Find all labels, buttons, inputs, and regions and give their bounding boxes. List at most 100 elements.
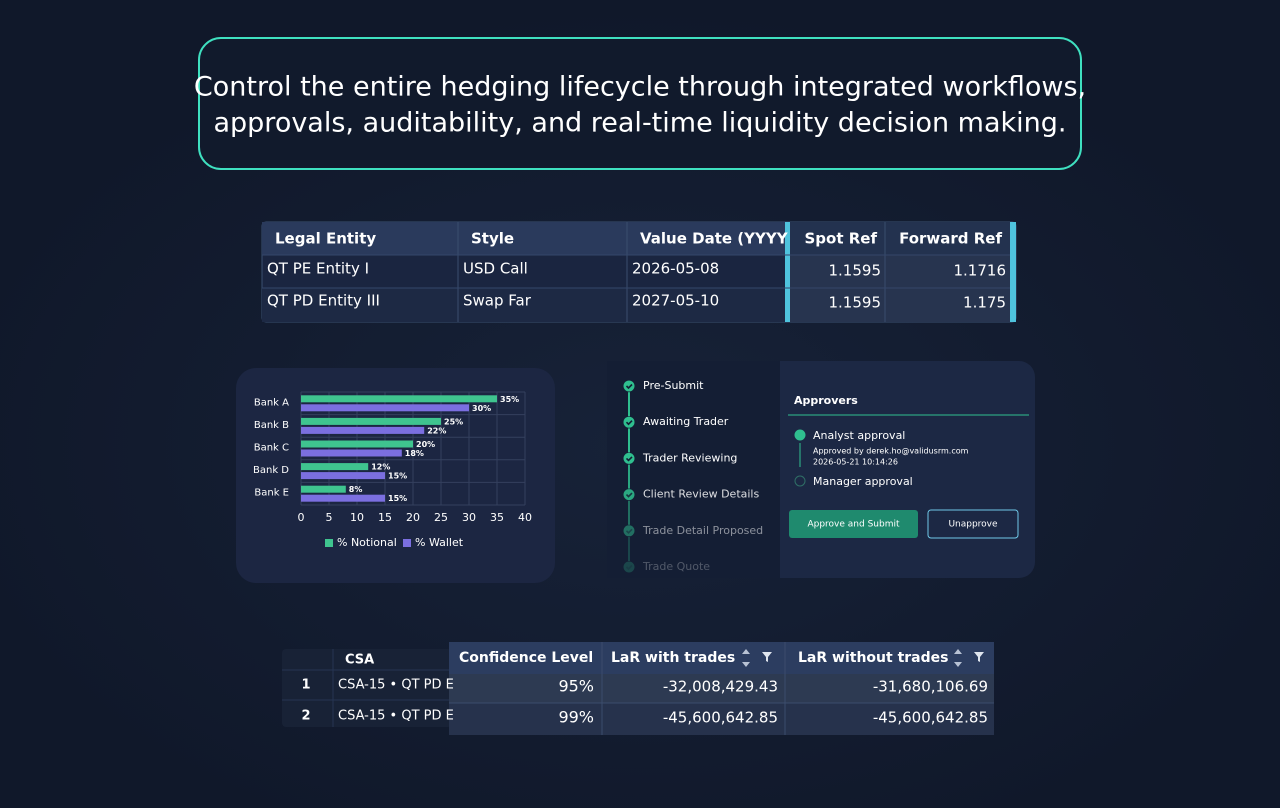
column-header: Confidence Level [459,650,593,666]
column-header: LaR with trades [611,650,735,666]
legend-label: % Notional [337,536,397,549]
headline-line: approvals, auditability, and real-time l… [213,108,1066,139]
x-tick-label: 20 [406,511,420,524]
column-header: Spot Ref [805,230,878,248]
table-cell: -45,600,642.85 [873,709,988,727]
table-header [449,642,994,674]
table-cell: 1.1595 [829,262,882,280]
x-tick-label: 25 [434,511,448,524]
value-label: 15% [388,472,407,481]
table-cell: 2027-05-10 [632,292,719,310]
column-header: Value Date (YYYY [640,230,789,248]
filter-icon[interactable] [762,652,772,662]
column-header: LaR without trades [798,650,948,666]
sort-icon[interactable] [954,649,962,667]
legend-swatch [325,539,333,547]
value-label: 20% [416,440,435,449]
value-label: 22% [427,426,446,435]
check-icon [625,492,633,498]
legend-label: % Wallet [415,536,464,549]
bar [301,449,402,457]
back-table [282,649,452,727]
unapprove-button[interactable] [927,509,1019,539]
table-cell: 1.1595 [829,294,882,312]
y-tick-label: Bank A [254,397,289,408]
table-cell: CSA-15 • QT PD E [338,709,454,724]
bar [301,404,469,412]
step-label: Pre-Submit [643,379,704,392]
approver-label: Analyst approval [813,429,905,442]
x-tick-label: 30 [462,511,476,524]
unapprove-button-label[interactable]: Unapprove [948,520,998,530]
value-label: 25% [444,417,463,426]
step-check [623,561,635,573]
filter-icon[interactable] [974,652,984,662]
steps-panel [607,361,780,578]
approvers-title: Approvers [794,394,858,407]
x-tick-label: 10 [350,511,364,524]
legend-swatch [403,539,411,547]
pending-check [794,475,806,487]
table-cell: 2026-05-08 [632,260,719,278]
approve-button-label[interactable]: Approve and Submit [807,520,900,530]
bar [301,417,441,425]
pin-divider [785,222,790,322]
table-cell: 95% [558,677,594,696]
headline-box [198,37,1082,170]
x-tick-label: 0 [298,511,305,524]
value-label: 15% [388,494,407,503]
approve-button[interactable] [789,510,918,538]
approved-check [794,429,806,441]
x-tick-label: 40 [518,511,532,524]
step-label: Client Review Details [643,488,759,501]
step-label: Trader Reviewing [642,451,737,464]
table-cell: -45,600,642.85 [663,709,778,727]
column-header: CSA [345,653,374,668]
value-label: 30% [472,404,491,413]
column-header: Style [471,230,514,248]
bar [301,472,385,480]
y-tick-label: Bank D [253,465,289,476]
table-cell: QT PE Entity I [267,260,369,278]
check-icon [625,420,633,426]
table-cell: 1.175 [963,294,1006,312]
bar [301,494,385,502]
step-label: Trade Quote [642,560,710,573]
sort-icon[interactable] [742,649,750,667]
step-check [623,380,635,392]
column-header: Forward Ref [899,230,1002,248]
y-tick-label: Bank C [254,443,289,454]
bar [301,426,425,434]
check-icon [625,383,633,390]
step-check [623,525,635,537]
y-tick-label: Bank E [254,488,289,499]
row-index: 2 [301,709,310,724]
value-label: 12% [371,463,390,472]
table-header [790,222,1010,255]
y-tick-label: Bank B [254,420,289,431]
value-label: 35% [500,395,519,404]
bar [301,395,497,403]
table-cell: CSA-15 • QT PD E [338,678,454,693]
table-cell: QT PD Entity III [267,292,380,310]
bar [301,485,346,493]
step-label: Trade Detail Proposed [642,524,763,537]
bar [301,440,413,448]
table-row [262,288,785,322]
table-cell: Swap Far [463,292,532,310]
approval-detail: Approved by derek.ho@validusrm.com [813,447,969,456]
column-header: Legal Entity [275,230,376,248]
value-label: 18% [405,449,424,458]
table-cell: -31,680,106.69 [873,678,988,696]
bar [301,463,369,471]
check-icon [625,564,633,571]
value-label: 8% [349,485,363,494]
approver-label: Manager approval [813,475,913,488]
step-label: Awaiting Trader [643,415,729,428]
headline-line: Control the entire hedging lifecycle thr… [194,72,1086,103]
row-index: 1 [301,678,310,693]
pin-divider [1010,222,1016,322]
table-cell: -32,008,429.43 [663,678,778,696]
table-cell: USD Call [463,260,528,278]
